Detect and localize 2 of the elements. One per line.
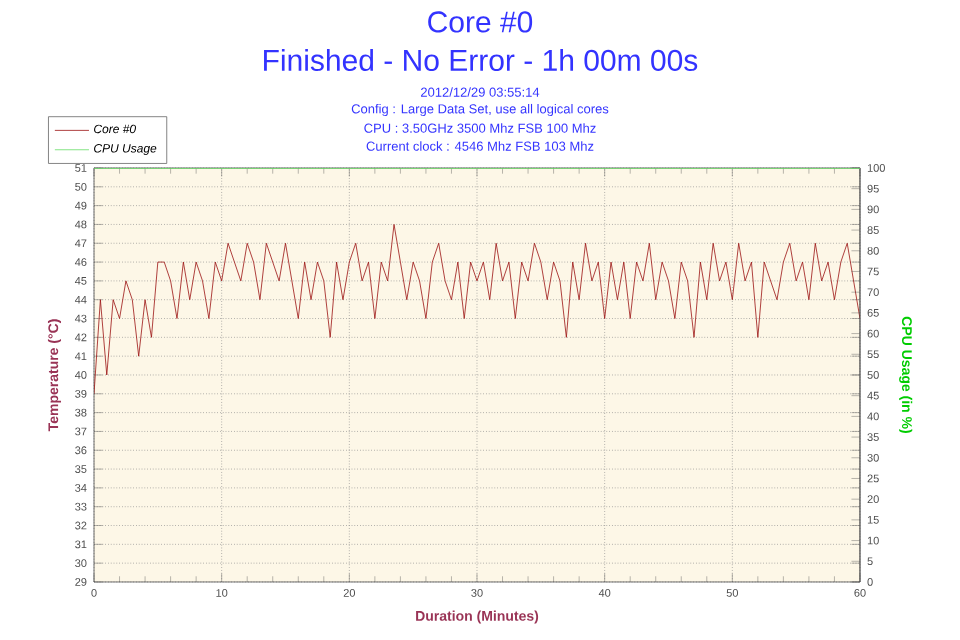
chart-title: Core #0 [428,11,533,33]
chart-subtitle: Finished - No Error - 1h 00m 00s [264,48,698,71]
